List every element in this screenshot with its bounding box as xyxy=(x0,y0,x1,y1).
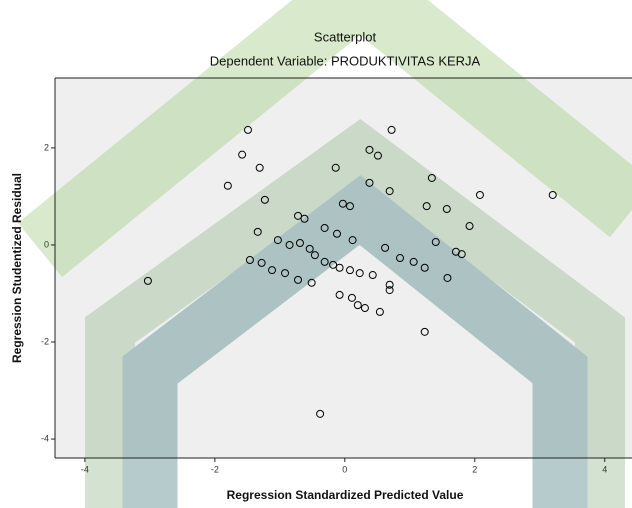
point xyxy=(260,195,269,204)
y-tick-label: 0 xyxy=(44,239,49,249)
point xyxy=(335,263,344,272)
point xyxy=(329,260,338,269)
point xyxy=(307,278,316,287)
point xyxy=(345,266,354,275)
point xyxy=(300,214,309,223)
point xyxy=(335,290,344,299)
point xyxy=(420,263,429,272)
x-tick-label: 4 xyxy=(602,464,607,474)
chart-subtitle: Dependent Variable: PRODUKTIVITAS KERJA xyxy=(210,53,481,68)
point xyxy=(375,307,384,316)
point xyxy=(243,125,252,134)
point xyxy=(385,286,394,295)
point xyxy=(431,238,440,247)
point xyxy=(347,293,356,302)
y-tick-label: -2 xyxy=(41,336,49,346)
point xyxy=(257,258,266,267)
point xyxy=(143,276,152,285)
point xyxy=(381,243,390,252)
point xyxy=(365,178,374,187)
point xyxy=(305,244,314,253)
x-axis-label: Regression Standardized Predicted Value xyxy=(227,488,464,502)
x-tick-label: -2 xyxy=(211,464,219,474)
point xyxy=(365,145,374,154)
watermark xyxy=(17,0,632,508)
point xyxy=(223,181,232,190)
point xyxy=(353,301,362,310)
point xyxy=(442,205,451,214)
point xyxy=(294,211,303,220)
y-tick-label: -4 xyxy=(41,433,49,443)
point xyxy=(238,150,247,159)
point xyxy=(409,257,418,266)
x-tick-label: 2 xyxy=(472,464,477,474)
point xyxy=(475,190,484,199)
point xyxy=(310,251,319,260)
x-tick-label: 0 xyxy=(342,464,347,474)
point xyxy=(387,125,396,134)
y-axis-label: Regression Studentized Residual xyxy=(10,173,24,363)
point xyxy=(427,173,436,182)
point xyxy=(420,327,429,336)
point xyxy=(294,275,303,284)
point xyxy=(333,229,342,238)
point xyxy=(338,199,347,208)
point xyxy=(268,266,277,275)
point xyxy=(396,254,405,263)
point xyxy=(385,187,394,196)
point xyxy=(273,236,282,245)
point xyxy=(331,163,340,172)
point xyxy=(373,151,382,160)
point xyxy=(422,202,431,211)
point xyxy=(281,269,290,278)
y-tick-label: 2 xyxy=(44,142,49,152)
point xyxy=(385,280,394,289)
point xyxy=(285,240,294,249)
point xyxy=(316,409,325,418)
x-tick-label: -4 xyxy=(81,464,89,474)
point xyxy=(443,273,452,282)
point xyxy=(345,202,354,211)
point xyxy=(360,304,369,313)
point xyxy=(451,247,460,256)
point xyxy=(255,163,264,172)
point xyxy=(320,257,329,266)
point xyxy=(348,236,357,245)
point xyxy=(548,190,557,199)
point xyxy=(355,269,364,278)
point xyxy=(245,255,254,264)
point xyxy=(465,222,474,231)
point xyxy=(253,227,262,236)
chart-title: Scatterplot xyxy=(314,29,377,44)
point xyxy=(368,271,377,280)
point xyxy=(320,223,329,232)
point xyxy=(295,239,304,248)
